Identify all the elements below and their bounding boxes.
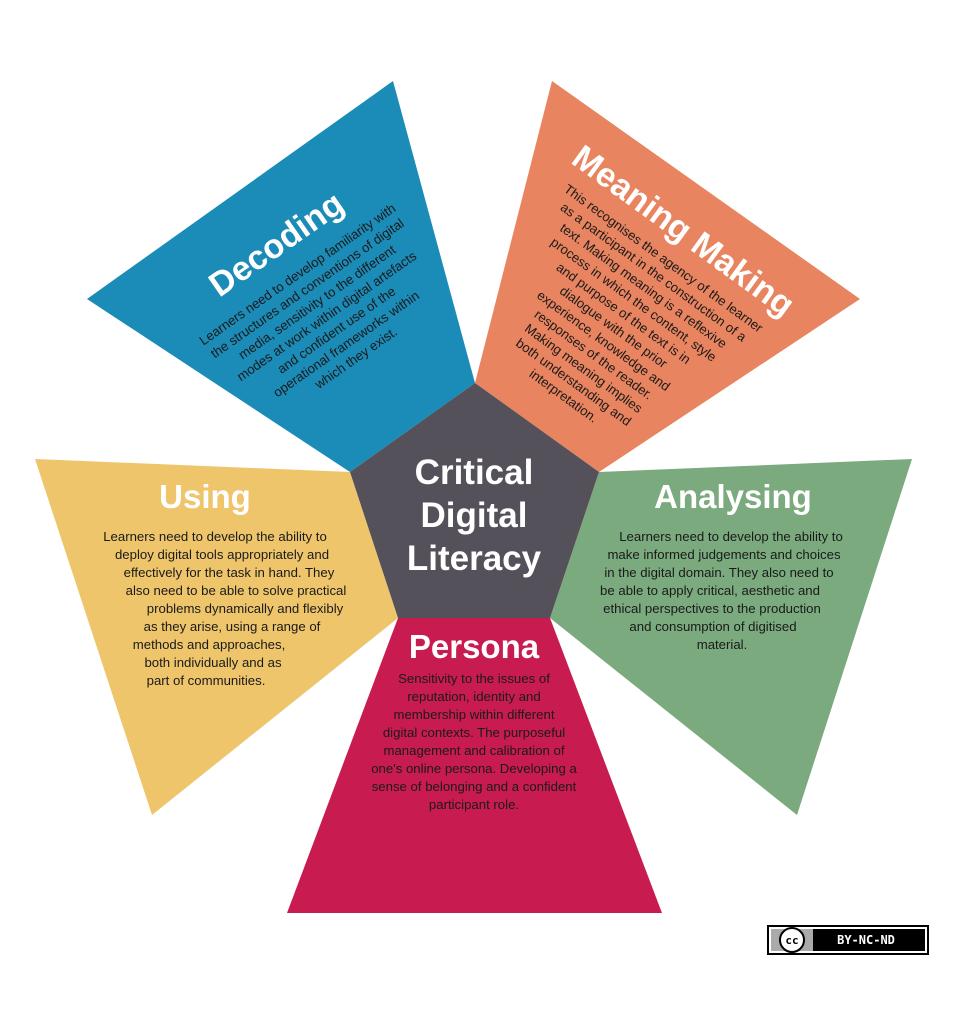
- using-body-line: Learners need to develop the ability to: [103, 529, 327, 544]
- cc-icon: [779, 927, 805, 953]
- meaning-making-wedge: [475, 81, 860, 472]
- analysing-body-line: in the digital domain. They also need to: [604, 565, 833, 580]
- using-body-line: as they arise, using a range of: [144, 619, 321, 634]
- persona-body-line: one's online persona. Developing a: [371, 761, 577, 776]
- persona-body-line: digital contexts. The purposeful: [383, 725, 565, 740]
- analysing-wedge: [550, 459, 912, 815]
- analysing-body-line: ethical perspectives to the production: [603, 601, 821, 616]
- using-body-line: also need to be able to solve practical: [126, 583, 347, 598]
- analysing-segment: Analysing Learners need to develop the a…: [600, 478, 843, 652]
- persona-segment: Persona Sensitivity to the issues of rep…: [371, 628, 577, 812]
- persona-body-line: sense of belonging and a confident: [372, 779, 577, 794]
- center-title-line: Literacy: [407, 539, 542, 578]
- persona-body-line: management and calibration of: [383, 743, 564, 758]
- using-body-line: deploy digital tools appropriately and: [115, 547, 329, 562]
- using-body-line: part of communities.: [147, 673, 266, 688]
- analysing-body-line: make informed judgements and choices: [607, 547, 841, 562]
- persona-title: Persona: [409, 628, 540, 665]
- using-body-line: problems dynamically and flexibly: [147, 601, 344, 616]
- analysing-title: Analysing: [654, 478, 812, 515]
- persona-wedge: [287, 618, 662, 913]
- analysing-body-line: material.: [697, 637, 748, 652]
- using-body-line: effectively for the task in hand. They: [124, 565, 335, 580]
- using-segment: Using Learners need to develop the abili…: [103, 478, 346, 688]
- center-title-line: Critical: [415, 453, 534, 492]
- using-title: Using: [159, 478, 251, 515]
- analysing-body-line: be able to apply critical, aesthetic and: [600, 583, 820, 598]
- cc-license-badge[interactable]: cc BY-NC-ND: [767, 925, 929, 955]
- persona-body-line: reputation, identity and: [407, 689, 540, 704]
- center-pentagon: [350, 383, 599, 618]
- persona-body-line: membership within different: [393, 707, 554, 722]
- using-wedge: [35, 459, 398, 815]
- persona-body-line: participant role.: [429, 797, 519, 812]
- analysing-body-line: and consumption of digitised: [629, 619, 796, 634]
- decoding-wedge: [87, 81, 475, 472]
- persona-body-line: Sensitivity to the issues of: [398, 671, 550, 686]
- cc-symbol-text: cc: [785, 934, 798, 947]
- cc-license-text: BY-NC-ND: [837, 933, 895, 947]
- center-title: Critical Digital Literacy: [407, 453, 542, 578]
- using-body-line: methods and approaches,: [133, 637, 286, 652]
- center-title-line: Digital: [421, 496, 528, 535]
- using-body-line: both individually and as: [144, 655, 282, 670]
- analysing-body-line: Learners need to develop the ability to: [619, 529, 843, 544]
